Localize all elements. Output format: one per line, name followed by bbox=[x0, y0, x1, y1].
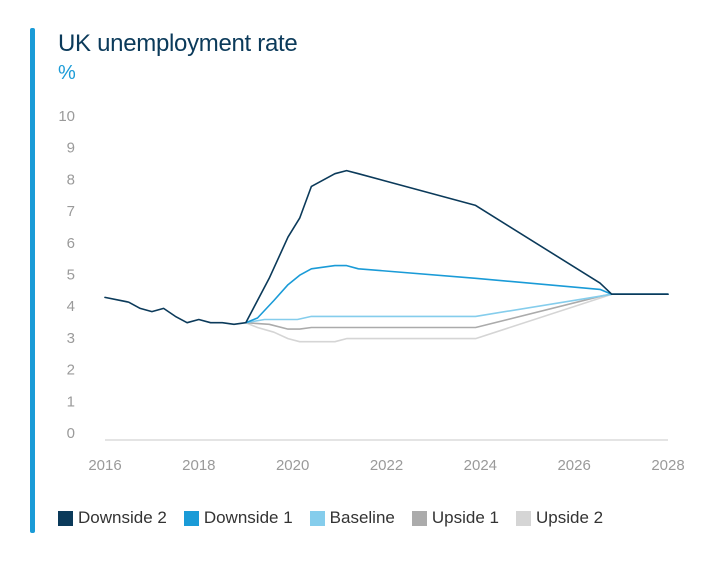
legend-item-downside-2: Downside 2 bbox=[58, 508, 167, 528]
legend-label: Baseline bbox=[329, 508, 395, 527]
y-tick-label: 7 bbox=[67, 203, 75, 220]
series-line-baseline bbox=[245, 293, 669, 324]
x-tick-label: 2020 bbox=[276, 457, 309, 474]
legend-label: Upside 1 bbox=[431, 508, 499, 527]
legend-swatch bbox=[411, 510, 427, 526]
x-tick-label: 2028 bbox=[651, 457, 684, 474]
legend-swatch bbox=[515, 510, 531, 526]
legend: Downside 2 Downside 1 Baseline Upside 1 Upsi… bbox=[58, 508, 620, 528]
legend-swatch bbox=[309, 510, 325, 526]
x-tick-label: 2018 bbox=[182, 457, 215, 474]
y-tick-label: 0 bbox=[67, 425, 75, 442]
y-tick-label: 3 bbox=[67, 330, 75, 347]
legend-swatch bbox=[58, 510, 73, 526]
series-line-downside-1 bbox=[245, 264, 669, 324]
series-line-upside-2 bbox=[245, 293, 669, 343]
x-tick-label: 2016 bbox=[88, 457, 121, 474]
legend-swatch bbox=[183, 510, 199, 526]
legend-label: Downside 1 bbox=[203, 508, 293, 527]
y-tick-label: 4 bbox=[67, 298, 75, 315]
y-tick-label: 9 bbox=[67, 140, 75, 157]
y-tick-label: 6 bbox=[67, 235, 75, 252]
y-tick-label: 5 bbox=[67, 267, 75, 284]
y-tick-label: 1 bbox=[67, 393, 75, 410]
legend-label: Upside 2 bbox=[535, 508, 604, 527]
series-line-upside-1 bbox=[245, 293, 669, 330]
legend-label: Downside 2 bbox=[78, 508, 167, 527]
legend-item-upside-2: Upside 2 bbox=[515, 508, 604, 528]
series-line-downside-2 bbox=[104, 169, 669, 326]
x-tick-label: 2024 bbox=[464, 457, 497, 474]
legend-item-baseline: Baseline bbox=[309, 508, 395, 528]
accent-bar bbox=[30, 28, 35, 533]
y-axis-unit: % bbox=[58, 62, 76, 84]
legend-item-upside-1: Upside 1 bbox=[411, 508, 499, 528]
y-tick-label: 10 bbox=[58, 108, 75, 125]
chart-plot: 0 1 2 3 4 5 6 7 8 9 10 2016 2018 2020 2022 2024 2026 2028 bbox=[58, 108, 684, 474]
y-tick-label: 8 bbox=[67, 171, 75, 188]
y-tick-label: 2 bbox=[67, 362, 75, 379]
x-tick-label: 2022 bbox=[370, 457, 403, 474]
legend-item-downside-1: Downside 1 bbox=[183, 508, 293, 528]
chart-title: UK unemployment rate bbox=[58, 30, 298, 57]
x-tick-label: 2026 bbox=[557, 457, 590, 474]
